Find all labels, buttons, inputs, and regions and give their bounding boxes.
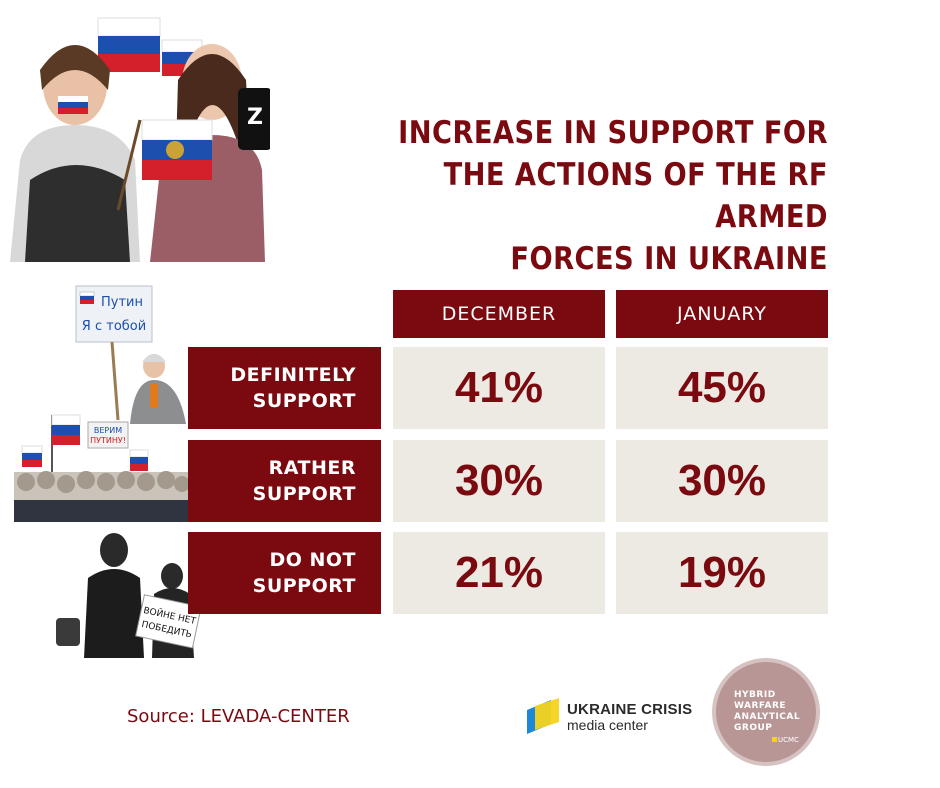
verim-sign-line-1: ВЕРИМ [94,426,122,435]
ucmc-logo-line-2: media center [567,717,648,733]
rally-photo-crowd: ВЕРИМ ПУТИНУ! [12,410,192,522]
cell-do-not-support-december: 21% [393,532,605,614]
rally-photo-women: Z [0,10,270,262]
hwag-line-2: WARFARE [734,701,787,711]
column-header-december: DECEMBER [393,290,605,338]
row-label-line-2: SUPPORT [252,575,356,597]
cell-rather-support-january: 30% [616,440,828,522]
row-label-line-1: DO NOT [269,549,356,571]
ucmc-logo-line-1: UKRAINE CRISIS [567,701,693,718]
hwag-line-1: HYBRID [734,690,776,700]
row-label-do-not-support: DO NOT SUPPORT [188,532,381,614]
hwag-sub-text: UCMC [778,736,799,744]
title-line-3: FORCES IN UKRAINE [510,241,828,277]
hwag-sub-label: UCMC [772,736,799,744]
ucmc-logo-icon [525,698,561,738]
ucmc-logo: UKRAINE CRISIS media center [567,701,692,733]
hwag-line-3: ANALYTICAL [734,712,801,722]
row-label-line-1: RATHER [268,457,356,479]
row-label-line-2: SUPPORT [252,390,356,412]
cell-definitely-support-december: 41% [393,347,605,429]
row-label-line-1: DEFINITELY [230,364,356,386]
chart-title: INCREASE IN SUPPORT FOR THE ACTIONS OF T… [363,112,828,280]
phone-z-letter: Z [247,105,263,130]
putin-sign-line-1: Путин [101,295,143,310]
putin-sign-line-2: Я с тобой [82,319,146,334]
source-note: Source: LEVADA-CENTER [127,706,350,727]
ucmc-mini-icon [772,737,777,742]
hwag-logo-text: HYBRID WARFARE ANALYTICAL GROUP [734,690,800,734]
row-label-rather-support: RATHER SUPPORT [188,440,381,522]
cell-do-not-support-january: 19% [616,532,828,614]
protest-photo: ВОЙНЕ НЕТ ПОБЕДИТЬ [54,530,204,658]
title-line-1: INCREASE IN SUPPORT FOR [398,115,828,151]
verim-sign-line-2: ПУТИНУ! [90,436,126,445]
column-header-january: JANUARY [616,290,828,338]
title-line-2: THE ACTIONS OF THE RF ARMED [443,157,828,235]
cell-rather-support-december: 30% [393,440,605,522]
rally-photo-putin-sign: Путин Я с тобой [74,284,204,430]
row-label-line-2: SUPPORT [252,483,356,505]
row-label-definitely-support: DEFINITELY SUPPORT [188,347,381,429]
cell-definitely-support-january: 45% [616,347,828,429]
hwag-logo-badge: HYBRID WARFARE ANALYTICAL GROUP UCMC [712,658,820,766]
hwag-line-4: GROUP [734,723,773,733]
